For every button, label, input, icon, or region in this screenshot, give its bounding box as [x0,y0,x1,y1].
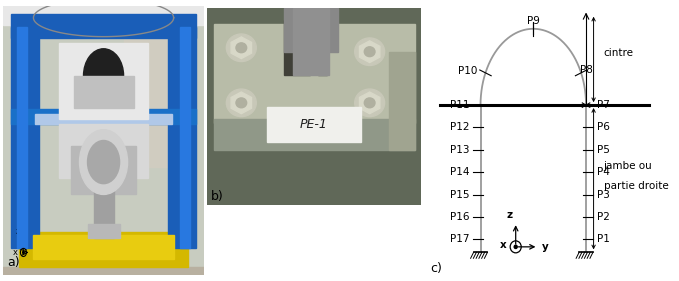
Circle shape [365,98,375,108]
Bar [88,224,120,238]
Bar [3,6,204,24]
Bar [60,43,147,119]
Text: P3: P3 [597,189,610,200]
Circle shape [88,140,120,184]
Bar [12,14,196,38]
Text: z: z [507,210,513,219]
Text: P2: P2 [597,212,610,222]
Text: P13: P13 [450,145,470,155]
Bar [124,33,194,167]
Bar [94,162,113,238]
Bar [33,235,174,259]
Bar [284,20,310,75]
Text: P16: P16 [450,212,470,222]
Text: a): a) [7,256,20,269]
Circle shape [226,89,256,117]
Text: cintre: cintre [604,48,634,58]
Bar [180,27,189,248]
Bar [35,114,172,124]
Bar [3,267,204,275]
Circle shape [79,130,128,194]
Circle shape [236,43,246,53]
Text: y: y [36,248,41,257]
Circle shape [365,47,375,57]
Text: x: x [13,248,18,257]
Text: P5: P5 [597,145,610,155]
Text: jambe ou: jambe ou [604,162,653,171]
Bar [168,27,196,248]
Text: P15: P15 [450,189,470,200]
Circle shape [84,49,124,103]
Text: x: x [500,241,507,250]
Bar [71,146,136,194]
Bar [12,110,196,124]
Bar [284,8,337,52]
Text: b): b) [211,190,224,203]
Text: P9: P9 [527,16,540,26]
Text: P7: P7 [597,100,610,110]
Circle shape [236,98,246,108]
Bar [389,52,415,150]
Text: P17: P17 [450,234,470,244]
Text: y: y [542,242,549,252]
Text: PE-1: PE-1 [300,118,328,131]
Text: P12: P12 [450,123,470,132]
Bar [18,27,27,248]
Bar [213,24,415,123]
Text: P11: P11 [450,100,470,110]
Bar [213,119,415,150]
Circle shape [22,251,24,253]
Text: P4: P4 [597,167,610,177]
Text: P10: P10 [458,67,477,76]
Bar [318,46,327,75]
Bar [20,232,187,267]
Circle shape [226,34,256,62]
Circle shape [514,245,517,248]
Bar [267,107,361,142]
Text: partie droite: partie droite [604,180,668,191]
Circle shape [354,38,384,65]
Bar [12,27,39,248]
Bar [60,124,147,178]
Text: P8: P8 [580,65,593,75]
Text: P14: P14 [450,167,470,177]
Bar [73,76,134,108]
Circle shape [354,89,384,117]
Text: P6: P6 [597,123,610,132]
Bar [293,8,329,75]
Text: P1: P1 [597,234,610,244]
Text: c): c) [430,262,442,275]
Text: z: z [15,227,20,236]
